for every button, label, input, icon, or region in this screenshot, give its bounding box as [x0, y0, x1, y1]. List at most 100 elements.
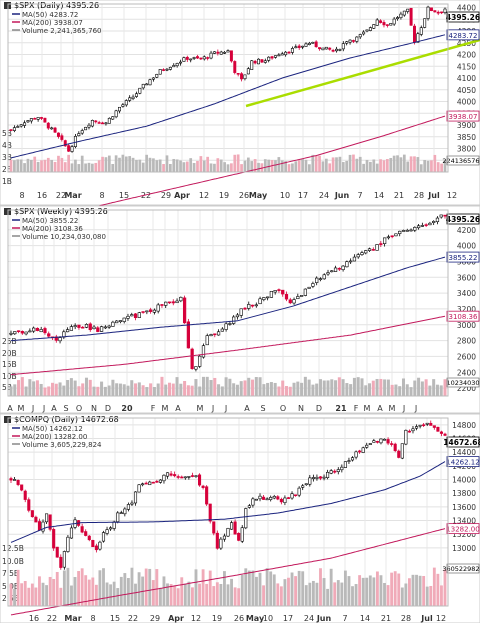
- volume-bar: [118, 383, 122, 396]
- volume-bar: [425, 586, 429, 606]
- candle-body: [230, 522, 234, 530]
- volume-bar: [16, 569, 20, 606]
- volume-bar: [250, 161, 254, 172]
- price-tag: 4395.26: [446, 13, 480, 22]
- x-tick-label: 22: [128, 614, 138, 623]
- volume-bar: [51, 382, 55, 396]
- candle-body: [16, 330, 21, 332]
- volume-bar: [91, 577, 95, 606]
- volume-bar: [19, 159, 23, 172]
- volume-bar: [202, 160, 206, 172]
- volume-bar: [55, 571, 59, 606]
- x-tick-label: 12: [191, 614, 201, 623]
- volume-bar: [409, 156, 413, 172]
- volume-bar: [294, 576, 298, 606]
- candle-body: [77, 133, 81, 137]
- candle-body: [182, 57, 186, 62]
- volume-bar: [223, 162, 226, 172]
- candle-body: [426, 6, 430, 19]
- candle-body: [45, 513, 49, 523]
- candle-body: [209, 52, 213, 59]
- volume-bar: [137, 572, 141, 606]
- candle-body: [194, 366, 198, 370]
- volume-bar: [436, 573, 440, 606]
- candle-body: [105, 529, 109, 534]
- candle-body: [273, 290, 277, 293]
- volume-bar: [88, 379, 92, 396]
- volume-bar: [58, 382, 62, 396]
- volume-bar: [296, 381, 300, 396]
- candle-body: [26, 120, 30, 123]
- plot-border: [7, 209, 449, 397]
- candle-body: [24, 331, 28, 335]
- candle-body: [402, 10, 406, 16]
- volume-bar: [107, 155, 111, 172]
- volume-bar: [405, 384, 409, 396]
- volume-bar: [329, 568, 333, 606]
- volume-bar: [419, 164, 423, 172]
- volume-bar: [9, 583, 13, 606]
- candle-body: [151, 481, 155, 484]
- volume-bar: [341, 379, 345, 396]
- volume-bar: [94, 162, 98, 172]
- candle-body: [62, 551, 66, 568]
- candle-body: [382, 438, 387, 441]
- volume-bar: [277, 386, 281, 396]
- volume-bar: [201, 569, 205, 606]
- ma200-line: [10, 315, 446, 376]
- volume-bar: [415, 574, 418, 606]
- volume-bar: [335, 157, 338, 172]
- x-tick-label: 26: [234, 614, 244, 623]
- y-tick-label: 14800: [452, 421, 476, 430]
- candle-body: [213, 333, 217, 336]
- volume-bar: [352, 154, 355, 172]
- candle-body: [223, 52, 227, 54]
- candle-body: [429, 422, 433, 426]
- candle-body: [273, 55, 277, 58]
- volume-bar: [422, 575, 426, 606]
- volume-bar: [111, 164, 115, 172]
- candle-body: [232, 316, 236, 324]
- candle-body: [400, 443, 404, 459]
- volume-bar: [307, 379, 311, 396]
- candle-body: [173, 474, 177, 477]
- x-tick-label: Mar: [64, 614, 81, 623]
- volume-bar: [179, 160, 182, 172]
- volume-bar: [372, 159, 376, 172]
- y-tick-label: 13200: [452, 530, 476, 539]
- volume-bar: [406, 161, 410, 172]
- candle-body: [107, 117, 111, 124]
- volume-bar: [331, 157, 335, 172]
- candle-body: [331, 50, 335, 52]
- volume-bar: [92, 386, 96, 396]
- volume-bar: [404, 583, 408, 606]
- volume-bar: [276, 583, 280, 606]
- candle-body: [81, 326, 85, 329]
- candle-body: [48, 514, 52, 530]
- candle-body: [318, 476, 323, 479]
- volume-bar: [219, 159, 223, 172]
- volume-bar: [63, 162, 67, 172]
- volume-bar: [192, 162, 196, 172]
- volume-bar: [102, 568, 105, 606]
- x-tick-label: 10: [280, 191, 290, 200]
- candle-body: [416, 225, 421, 229]
- x-tick-label: 28: [401, 614, 411, 623]
- x-tick-label: 22: [56, 191, 66, 200]
- volume-bar: [73, 577, 77, 606]
- volume-bar: [251, 570, 255, 606]
- volume-bar: [134, 383, 138, 396]
- volume-bar: [74, 159, 77, 172]
- candle-body: [404, 429, 408, 445]
- candle-body: [96, 327, 100, 332]
- x-tick-label: 14: [374, 191, 384, 200]
- volume-bar: [152, 158, 155, 172]
- volume-bar: [101, 156, 104, 172]
- candle-body: [92, 326, 96, 330]
- ma-tag: 3108.36: [449, 313, 478, 321]
- x-tick-label: J: [211, 404, 214, 413]
- candle-body: [126, 504, 130, 510]
- candle-body: [118, 106, 121, 112]
- volume-bar: [364, 385, 368, 396]
